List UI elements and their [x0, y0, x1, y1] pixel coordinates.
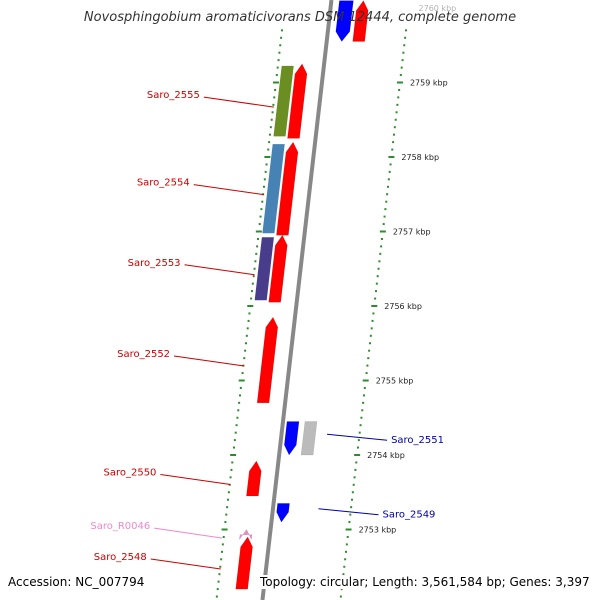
gene-saro_2553-leader [184, 264, 255, 276]
gene-saro_2549-label: Saro_2549 [382, 510, 435, 521]
gene-saro_2548-arrow [235, 536, 253, 590]
gene-saro_2553-label: Saro_2553 [128, 258, 181, 269]
gene-saro_2550-leader [160, 473, 231, 485]
gene-saro_2555-cog-bar [273, 65, 294, 137]
kbp-label-2758: 2758 kbp [401, 153, 439, 162]
gene-saro_2548-leader [150, 558, 221, 570]
gene-saro_2555-arrow [287, 63, 308, 139]
gene-saro_2549-leader [318, 508, 379, 516]
gene-saro_2550-label: Saro_2550 [103, 467, 156, 478]
accession-label: Accession: NC_007794 [6, 575, 147, 589]
backbone-line [260, 0, 334, 600]
gene-saro_2554-cog-bar [262, 144, 285, 234]
kbp-label-2760: 2760 kbp [419, 4, 457, 13]
kbp-label-2756: 2756 kbp [384, 302, 422, 311]
gene-saro_2552-leader [173, 355, 245, 367]
gene-saro_2555-label: Saro_2555 [147, 90, 200, 101]
gene-saro_2553-arrow [268, 234, 288, 303]
gene-feature-0-arrow [335, 0, 354, 42]
gene-saro_2554-arrow [276, 141, 299, 236]
gene-saro_2552-label: Saro_2552 [117, 349, 170, 360]
kbp-label-2759: 2759 kbp [410, 79, 448, 88]
kbp-label-2754: 2754 kbp [367, 451, 405, 460]
kbp-label-2753: 2753 kbp [359, 526, 397, 535]
gene-saro_2551-leader [327, 433, 388, 441]
gene-saro_2554-leader [193, 184, 264, 196]
gene-feature-1-arrow [352, 0, 369, 42]
gene-saro_2551-label: Saro_2551 [391, 435, 444, 446]
gene-saro_2553-cog-bar [254, 237, 274, 301]
kbp-label-2757: 2757 kbp [393, 228, 431, 237]
gene-saro_2552-arrow [256, 316, 279, 404]
gene-saro_2555-leader [203, 96, 274, 108]
topology-label: Topology: circular; Length: 3,561,584 bp… [258, 575, 592, 589]
gene-saro_r0046-leader [154, 527, 223, 539]
gene-saro_2549-arrow [276, 503, 290, 523]
gene-saro_r0046-label: Saro_R0046 [90, 521, 150, 532]
gene-feature-7-arrow [300, 421, 318, 456]
gene-saro_2550-arrow [246, 460, 262, 497]
kbp-label-2755: 2755 kbp [376, 377, 414, 386]
gene-saro_r0046-arrow [239, 529, 253, 541]
gene-saro_2551-arrow [284, 421, 300, 456]
map-title: Novosphingobium aromaticivorans DSM 1244… [83, 10, 517, 25]
gene-saro_2548-label: Saro_2548 [94, 552, 147, 563]
gene-saro_2554-label: Saro_2554 [137, 178, 190, 189]
